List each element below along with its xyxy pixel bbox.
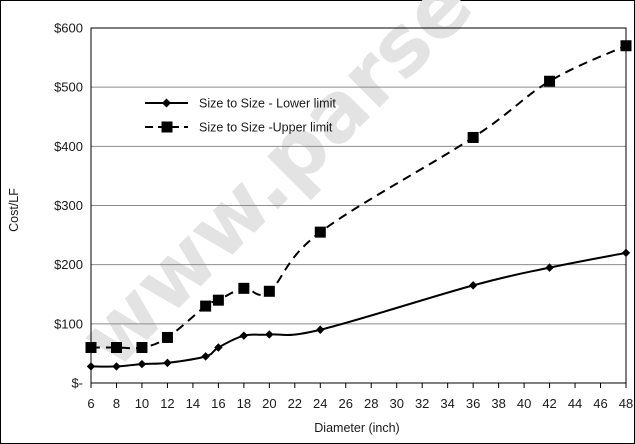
data-point	[265, 330, 274, 339]
data-point	[212, 294, 224, 306]
legend-entry-upper: Size to Size -Upper limit	[145, 121, 333, 135]
data-point	[110, 342, 122, 353]
data-point	[545, 263, 554, 272]
x-tick-label: 16	[211, 396, 225, 411]
x-tick-label: 36	[466, 396, 480, 411]
data-point	[263, 285, 275, 297]
x-tick-label: 22	[288, 396, 302, 411]
x-tick-label: 40	[517, 396, 531, 411]
x-tick-label: 14	[186, 396, 200, 411]
data-point	[620, 40, 632, 52]
y-tick-label: $600	[54, 21, 83, 36]
y-axis-title: Cost/LF	[7, 188, 21, 232]
y-tick-label: $200	[54, 257, 83, 272]
data-point	[467, 131, 479, 143]
data-point	[468, 281, 478, 290]
series-lower-limit	[86, 248, 631, 371]
y-tick-label: $-	[71, 376, 83, 391]
x-tick-label: 18	[237, 396, 251, 411]
data-point	[544, 75, 556, 87]
x-tick-label: 6	[87, 396, 94, 411]
data-point	[86, 362, 96, 371]
data-point	[161, 331, 173, 343]
series	[85, 40, 632, 371]
data-point	[136, 342, 148, 353]
data-point	[112, 362, 121, 371]
y-tick-labels: $- $100 $200 $300 $400 $500 $600	[54, 21, 83, 391]
series-upper-limit	[85, 40, 632, 353]
data-point	[200, 300, 212, 312]
x-tick-label: 44	[568, 396, 582, 411]
data-point	[214, 343, 223, 352]
legend: Size to Size - Lower limit Size to Size …	[145, 97, 336, 135]
x-tick-label: 30	[389, 396, 403, 411]
x-tick-label: 26	[339, 396, 353, 411]
data-point	[621, 248, 631, 258]
x-tick-label: 8	[113, 396, 120, 411]
legend-entry-lower: Size to Size - Lower limit	[145, 97, 336, 111]
data-point	[238, 282, 250, 294]
x-tick-label: 12	[160, 396, 174, 411]
x-tick-label: 32	[415, 396, 429, 411]
legend-label-upper: Size to Size -Upper limit	[199, 121, 333, 135]
y-tick-label: $500	[54, 80, 83, 95]
x-tick-label: 42	[542, 396, 556, 411]
x-tick-label: 46	[593, 396, 607, 411]
data-point	[314, 226, 326, 238]
plot-area	[90, 27, 627, 384]
x-tick-label: 38	[491, 396, 505, 411]
x-tick-label: 20	[262, 396, 276, 411]
x-tick-labels: 6 8 10 12 14 16 18 20 22 24 26 28 30 32 34 36 38 40 42 44 46…	[87, 383, 633, 411]
x-tick-label: 24	[313, 396, 327, 411]
data-point	[239, 331, 249, 340]
y-tick-label: $400	[54, 139, 83, 154]
data-point	[201, 352, 210, 361]
data-point	[85, 342, 97, 353]
x-tick-label: 34	[440, 396, 454, 411]
y-tick-label: $100	[54, 316, 83, 331]
x-tick-label: 28	[364, 396, 378, 411]
data-point	[316, 325, 325, 334]
data-point	[137, 359, 147, 369]
legend-label-lower: Size to Size - Lower limit	[199, 97, 336, 111]
x-tick-label: 48	[619, 396, 633, 411]
legend-marker-lower	[162, 98, 171, 108]
x-axis-title: Diameter (inch)	[314, 421, 399, 435]
y-tick-label: $300	[54, 198, 83, 213]
data-point	[163, 358, 172, 368]
x-tick-label: 10	[135, 396, 149, 411]
legend-marker-upper	[161, 121, 173, 133]
